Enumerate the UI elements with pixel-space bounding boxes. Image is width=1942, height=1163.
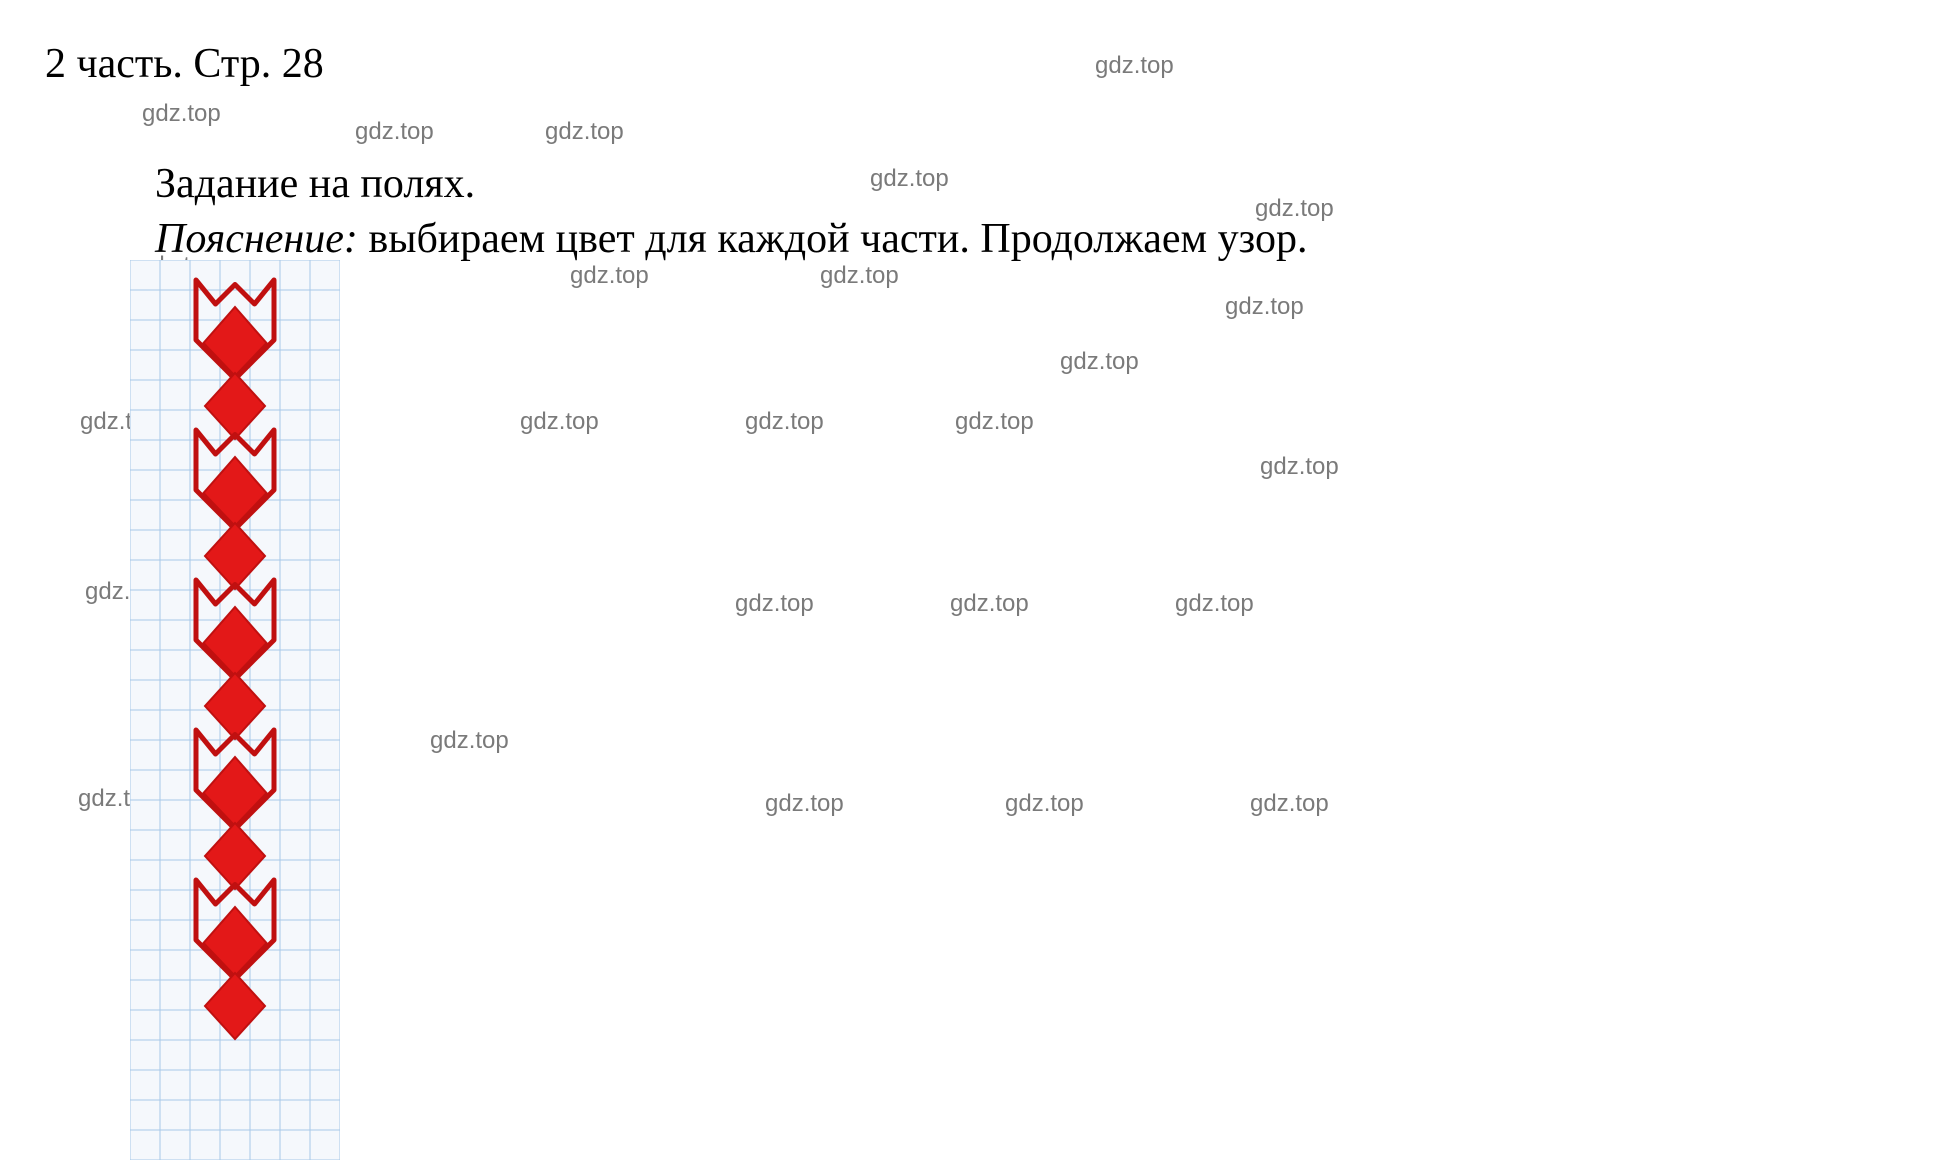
watermark: gdz.top — [950, 590, 1029, 618]
watermark: gdz.top — [955, 408, 1034, 436]
watermark: gdz.top — [355, 118, 434, 146]
watermark: gdz.top — [870, 165, 949, 193]
watermark: gdz.top — [1005, 790, 1084, 818]
task-title: Задание на полях. — [155, 160, 475, 208]
watermark: gdz.top — [765, 790, 844, 818]
watermark: gdz.top — [1250, 790, 1329, 818]
watermark: gdz.top — [745, 408, 824, 436]
page-header: 2 часть. Стр. 28 — [45, 40, 324, 88]
watermark: gdz.top — [1225, 293, 1304, 321]
watermark: gdz.top — [430, 727, 509, 755]
watermark: gdz.top — [735, 590, 814, 618]
watermark: gdz.top — [1060, 348, 1139, 376]
watermark: gdz.top — [520, 408, 599, 436]
watermark: gdz.top — [545, 118, 624, 146]
watermark: gdz.top — [1255, 195, 1334, 223]
watermark: gdz.top — [1260, 453, 1339, 481]
pattern-image — [130, 260, 340, 1160]
watermark: gdz.top — [1095, 52, 1174, 80]
watermark: gdz.top — [820, 262, 899, 290]
watermark: gdz.top — [1175, 590, 1254, 618]
watermark: gdz.top — [570, 262, 649, 290]
explanation-text: выбираем цвет для каждой части. Продолжа… — [358, 216, 1308, 262]
watermark: gdz.top — [142, 100, 221, 128]
explanation-line: Пояснение: выбираем цвет для каждой част… — [155, 215, 1307, 263]
pattern-svg — [130, 260, 340, 1160]
